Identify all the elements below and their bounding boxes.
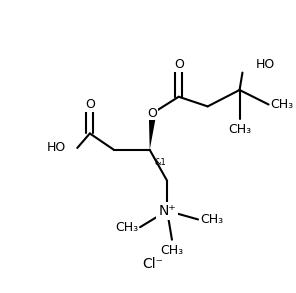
Text: CH₃: CH₃ [228, 123, 251, 136]
Text: &1: &1 [155, 158, 166, 167]
Text: CH₃: CH₃ [200, 213, 223, 226]
Text: O: O [148, 107, 157, 120]
Polygon shape [149, 113, 157, 150]
Text: Cl⁻: Cl⁻ [142, 257, 163, 271]
Text: CH₃: CH₃ [115, 221, 138, 234]
Text: O: O [85, 98, 95, 111]
Text: CH₃: CH₃ [160, 243, 184, 257]
Text: O: O [174, 58, 184, 71]
Text: HO: HO [46, 142, 66, 154]
Text: N⁺: N⁺ [158, 204, 176, 218]
Text: HO: HO [256, 58, 275, 71]
Text: CH₃: CH₃ [271, 98, 294, 111]
